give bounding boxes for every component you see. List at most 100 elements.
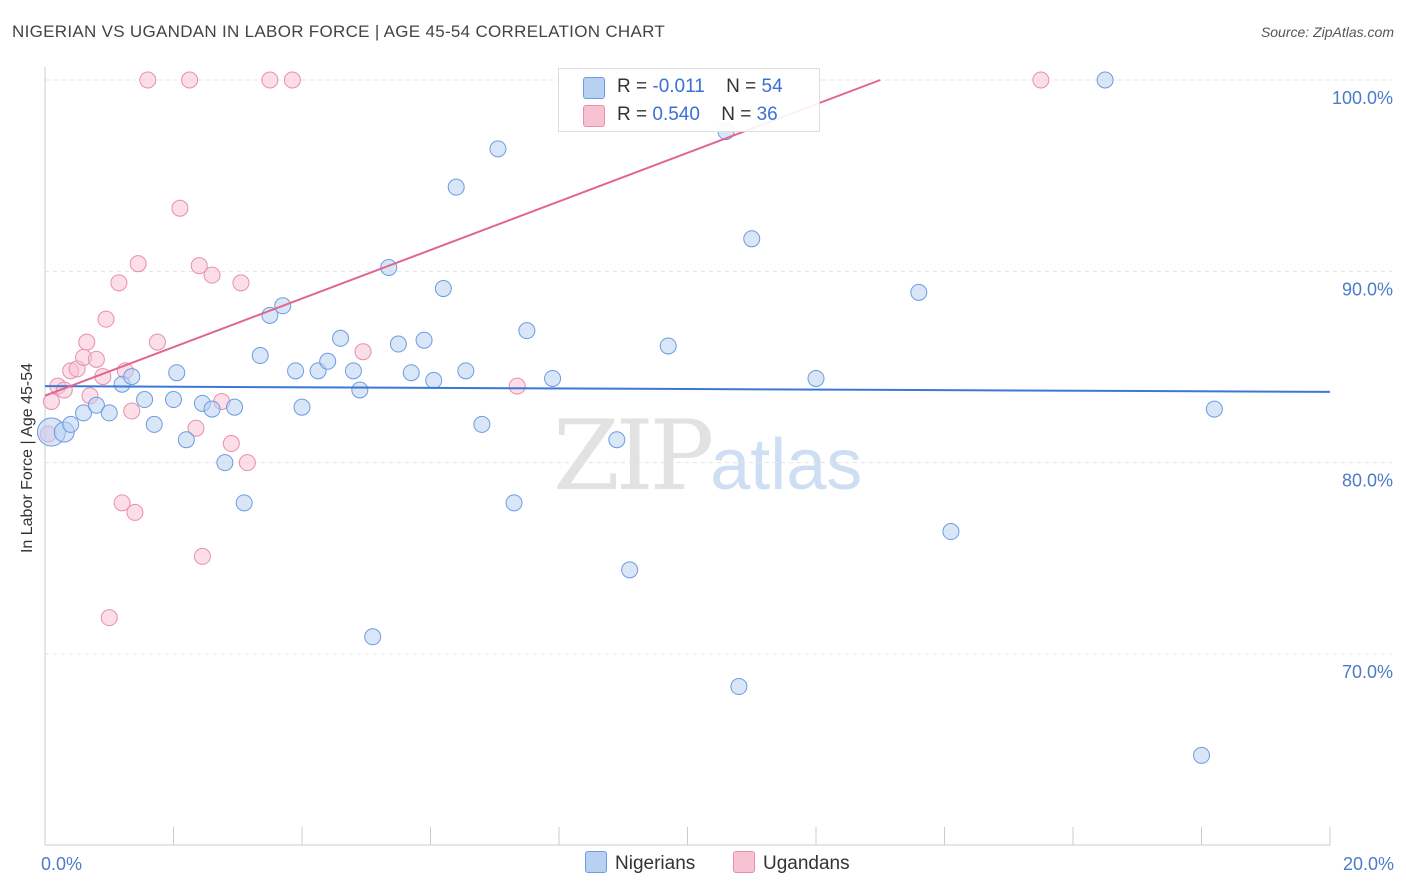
ugandan-trend-line: [44, 79, 881, 397]
nigerian-point: [332, 329, 350, 347]
nigerian-point: [216, 454, 234, 472]
ugandan-point: [87, 350, 105, 368]
nigerian-point: [203, 400, 221, 418]
nigerian-point: [1096, 71, 1114, 89]
watermark-atlas: atlas: [710, 425, 863, 505]
nigerian-point: [659, 337, 677, 355]
nigerian-point: [165, 391, 182, 409]
x-tick-label: 20.0%: [1343, 854, 1394, 874]
ugandan-point: [181, 71, 199, 89]
legend-label-nigerians: Nigerians: [615, 853, 696, 874]
tick-labels: 70.0% 80.0% 90.0% 100.0% 0.0% 20.0%: [41, 88, 1394, 874]
ugandan-point: [78, 333, 96, 351]
nigerian-point: [293, 398, 311, 416]
ugandan-point: [1032, 71, 1050, 89]
nigerian-point: [447, 178, 465, 196]
legend-row-nigerians: R = -0.011 N = 54: [583, 76, 783, 99]
correlation-legend: R = -0.011 N = 54 R = 0.540 N = 36: [558, 68, 820, 132]
nigerian-point: [226, 398, 244, 416]
ugandan-point: [139, 71, 157, 89]
nigerian-point: [62, 415, 80, 433]
legend-r-value-ug: 0.540: [652, 104, 700, 125]
nigerian-point: [489, 140, 507, 158]
ugandan-point: [100, 609, 118, 627]
nigerian-point: [75, 404, 93, 422]
y-tick-label: 70.0%: [1342, 662, 1393, 682]
nigerian-point: [743, 230, 761, 248]
ugandan-point: [190, 257, 208, 275]
nigerian-point: [1193, 746, 1210, 764]
ugandan-point: [148, 333, 166, 351]
ugandan-point: [193, 547, 211, 565]
ugandan-point: [110, 274, 128, 292]
nigerian-point: [287, 362, 305, 380]
nigerian-point: [344, 362, 362, 380]
nigerian-point: [389, 335, 407, 353]
nigerian-point: [319, 352, 337, 370]
nigerian-point: [351, 381, 369, 399]
ugandan-point: [261, 71, 279, 89]
nigerian-point: [942, 523, 960, 541]
nigerian-point: [544, 369, 562, 387]
y-tick-label: 80.0%: [1342, 471, 1393, 491]
ugandan-point: [354, 343, 372, 361]
ugandan-point: [123, 402, 141, 420]
legend-row-ugandans: R = 0.540 N = 36: [583, 104, 778, 127]
nigerian-point: [251, 347, 269, 365]
legend-item-nigerians: Nigerians: [585, 851, 695, 875]
nigerian-point: [100, 404, 118, 422]
nigerian-trend-line: [44, 385, 1331, 393]
legend-n-label-ng: N =: [726, 76, 762, 97]
ugandan-point: [187, 419, 205, 437]
chart-title: NIGERIAN VS UGANDAN IN LABOR FORCE | AGE…: [12, 22, 666, 41]
legend-r-value-ng: -0.011: [652, 76, 705, 97]
ugandan-point: [97, 310, 115, 328]
nigerian-swatch: [583, 77, 605, 99]
ugandan-point: [171, 199, 189, 217]
watermark: ZIPatlas: [553, 400, 862, 512]
ugandan-point: [222, 435, 240, 453]
grid: [45, 79, 1392, 655]
ugandan-point: [129, 255, 147, 273]
x-tick-label: 0.0%: [41, 854, 82, 874]
ugandan-legend-swatch: [733, 851, 755, 873]
nigerian-point: [168, 364, 186, 382]
ugandan-point: [508, 377, 526, 395]
legend-label-ugandans: Ugandans: [763, 853, 850, 874]
nigerian-point: [807, 369, 825, 387]
y-tick-label: 100.0%: [1332, 88, 1393, 108]
axes: [44, 67, 1331, 846]
nigerian-point: [505, 494, 523, 512]
watermark-zip: ZIP: [553, 400, 714, 512]
nigerian-point: [235, 494, 253, 512]
legend-r-label-ng: R =: [617, 76, 653, 97]
nigerian-point: [434, 280, 452, 298]
nigerian-point: [402, 364, 420, 382]
legend-r-label-ug: R =: [617, 104, 653, 125]
nigerian-legend-swatch: [585, 851, 607, 873]
nigerian-point: [1205, 400, 1223, 418]
nigerian-point: [608, 431, 626, 449]
legend-n-value-ng: 54: [761, 76, 783, 97]
y-tick-label: 90.0%: [1342, 279, 1393, 299]
nigerian-point: [473, 415, 491, 433]
nigerian-point: [136, 391, 154, 409]
nigerian-point: [123, 368, 141, 386]
nigerian-point: [518, 322, 536, 340]
nigerian-point: [730, 678, 748, 696]
legend-n-label-ug: N =: [721, 104, 757, 125]
nigerian-point: [415, 331, 433, 349]
ugandan-point: [283, 71, 301, 89]
trend-lines: [44, 79, 1331, 397]
legend-n-value-ug: 36: [756, 104, 778, 125]
nigerian-point: [621, 561, 639, 579]
nigerian-points: [36, 71, 1223, 764]
nigerian-point: [87, 396, 105, 414]
ugandan-swatch: [583, 105, 605, 127]
nigerian-point: [457, 362, 475, 380]
nigerian-point: [177, 431, 195, 449]
ugandan-point: [238, 454, 256, 472]
ugandan-point: [126, 503, 144, 521]
nigerian-point: [145, 415, 163, 433]
